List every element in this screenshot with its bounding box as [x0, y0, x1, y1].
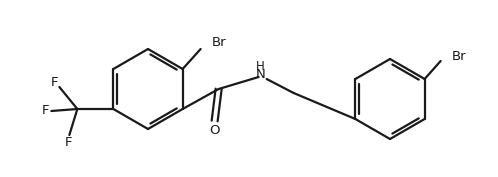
Text: F: F	[42, 104, 49, 118]
Text: F: F	[65, 136, 72, 150]
Text: Br: Br	[452, 50, 466, 62]
Text: F: F	[51, 76, 58, 90]
Text: Br: Br	[212, 36, 226, 50]
Text: N: N	[256, 67, 265, 81]
Text: H: H	[256, 59, 265, 73]
Text: O: O	[209, 124, 220, 136]
